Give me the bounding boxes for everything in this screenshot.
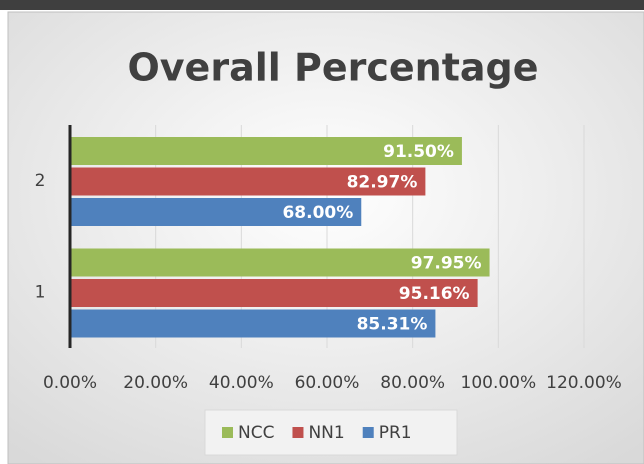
- data-label: 95.16%: [399, 284, 470, 304]
- legend-label: PR1: [379, 423, 412, 443]
- legend-box: [204, 409, 458, 456]
- x-tick-label: 80.00%: [380, 373, 445, 393]
- legend-swatch: [292, 427, 304, 438]
- x-tick-label: 120.00%: [546, 373, 622, 393]
- bar: [70, 248, 490, 277]
- x-tick-label: 40.00%: [209, 373, 274, 393]
- legend-label: NCC: [238, 423, 274, 443]
- data-label: 68.00%: [282, 203, 353, 223]
- bar: [70, 198, 362, 226]
- data-label: 91.50%: [383, 142, 454, 162]
- legend-swatch: [222, 427, 233, 438]
- chart-title: Overall Percentage: [127, 46, 538, 90]
- top-bar: [0, 0, 644, 10]
- x-tick-label: 0.00%: [43, 373, 97, 393]
- bar: [70, 137, 462, 165]
- x-tick-label: 20.00%: [123, 373, 188, 393]
- bar: [70, 309, 436, 338]
- data-label: 82.97%: [347, 173, 418, 193]
- x-tick-label: 100.00%: [461, 373, 537, 393]
- y-tick-label: 1: [35, 282, 46, 302]
- legend-label: NN1: [308, 423, 344, 443]
- bar: [70, 167, 426, 196]
- data-label: 85.31%: [357, 315, 428, 335]
- y-tick-label: 2: [35, 171, 46, 191]
- chart-background: [7, 11, 644, 464]
- x-tick-label: 60.00%: [295, 373, 360, 393]
- data-label: 97.95%: [411, 254, 482, 274]
- legend-swatch: [362, 427, 374, 438]
- bar: [70, 279, 478, 307]
